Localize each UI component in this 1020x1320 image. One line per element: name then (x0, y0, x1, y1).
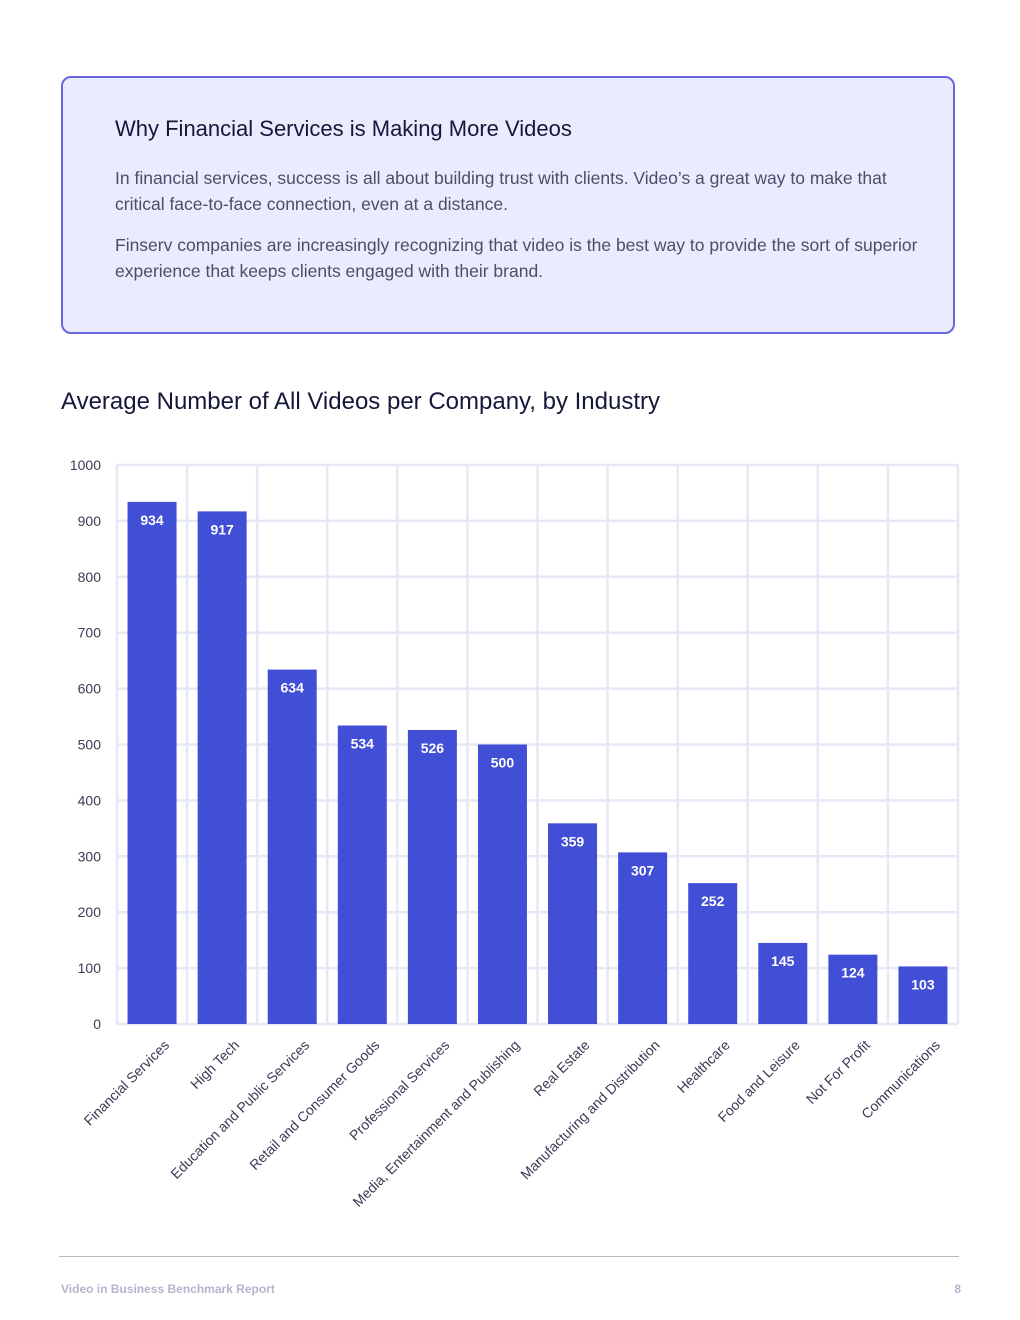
data-label: 359 (561, 833, 585, 849)
data-label: 534 (351, 735, 375, 751)
data-label: 500 (491, 755, 515, 771)
callout-paragraph-1: In financial services, success is all ab… (115, 168, 887, 214)
data-label: 634 (281, 680, 305, 696)
bar (407, 729, 457, 1024)
bar (898, 966, 948, 1024)
data-label: 917 (210, 521, 234, 537)
y-tick-label: 100 (78, 960, 102, 976)
y-tick-label: 400 (78, 792, 102, 808)
bar (688, 883, 738, 1024)
bar (618, 852, 668, 1024)
y-tick-label: 700 (78, 625, 102, 641)
x-tick-label: High Tech (187, 1037, 242, 1092)
bar (337, 725, 387, 1024)
grid (115, 463, 960, 1026)
data-label: 145 (771, 953, 795, 969)
callout-box: Why Financial Services is Making More Vi… (61, 76, 955, 334)
y-tick-label: 900 (78, 513, 102, 529)
data-label: 252 (701, 893, 725, 909)
data-label: 307 (631, 862, 655, 878)
y-tick-label: 600 (78, 681, 102, 697)
bar (828, 954, 878, 1024)
bar-chart: 0 100 200 300 400 500 600 700 800 900 1000 934 Finan… (70, 457, 960, 1210)
y-tick-label: 800 (78, 569, 102, 585)
footer-page-number: 8 (954, 1282, 961, 1296)
y-tick-label: 0 (93, 1016, 101, 1032)
callout-title: Why Financial Services is Making More Vi… (115, 116, 572, 141)
y-tick-label: 1000 (70, 457, 101, 473)
bar (758, 942, 808, 1024)
footer-divider (59, 1256, 959, 1257)
y-tick-label: 300 (78, 848, 102, 864)
x-tick-label: Manufacturing and Distribution (517, 1037, 663, 1183)
x-tick-label: Not For Profit (803, 1037, 873, 1107)
data-label: 124 (841, 965, 865, 981)
bar (548, 823, 598, 1024)
bar (477, 744, 527, 1024)
data-label: 526 (421, 740, 445, 756)
chart-title: Average Number of All Videos per Company… (61, 388, 660, 415)
bar (267, 669, 317, 1024)
x-tick-label: Healthcare (674, 1037, 733, 1096)
bar (197, 511, 247, 1025)
bar (127, 501, 177, 1024)
x-tick-label: Retail and Consumer Goods (246, 1037, 382, 1173)
x-tick-label: Education and Public Services (167, 1037, 312, 1182)
y-tick-label: 200 (78, 904, 102, 920)
x-tick-label: Financial Services (81, 1037, 173, 1129)
footer-report-name: Video in Business Benchmark Report (61, 1282, 275, 1296)
data-label: 934 (140, 512, 164, 528)
y-tick-label: 500 (78, 737, 102, 753)
callout-paragraph-2: Finserv companies are increasingly recog… (115, 235, 918, 281)
data-label: 103 (911, 976, 935, 992)
x-tick-label: Real Estate (530, 1037, 593, 1100)
